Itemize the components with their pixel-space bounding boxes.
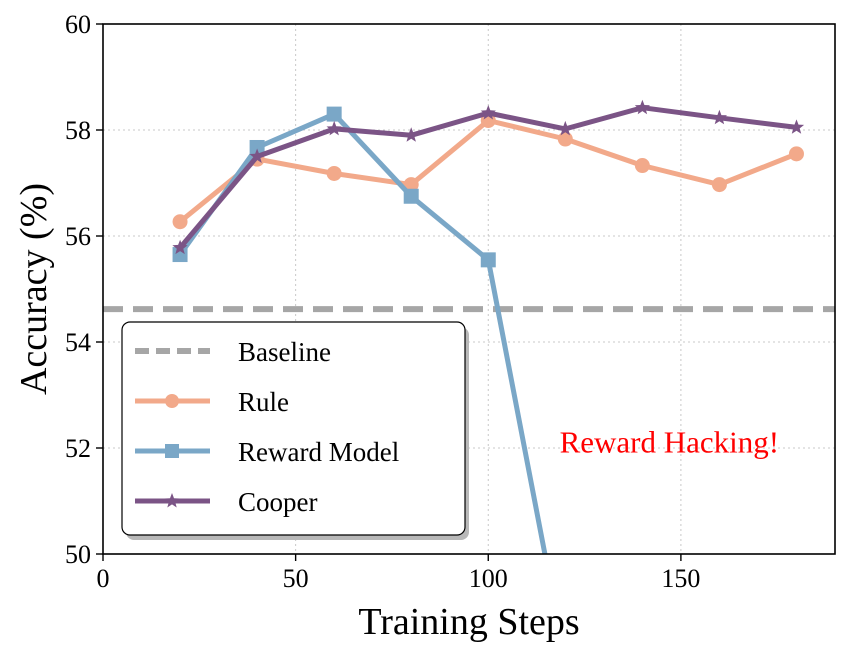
legend-label-baseline: Baseline [238,337,331,367]
y-tick-label: 56 [65,222,91,251]
x-tick-label: 150 [661,564,700,593]
legend-label-rule: Rule [238,387,289,417]
y-tick-label: 50 [65,540,91,569]
point-rule [172,214,188,230]
legend-marker-cooper [164,493,180,508]
point-cooper [788,119,805,134]
y-tick-label: 52 [65,434,91,463]
point-cooper [711,109,727,125]
series-line-reward-model [178,111,548,554]
y-tick-label: 58 [65,116,91,145]
legend-label-reward-model: Reward Model [238,437,399,467]
legend: Baseline Rule Reward Model Cooper [121,321,469,540]
point-cooper [480,105,496,120]
series-line-cooper [178,105,797,250]
point-cooper [634,99,650,115]
point-rule [557,131,573,147]
point-reward-model [480,252,496,268]
legend-box [121,321,466,536]
legend-marker-reward-model [165,444,179,458]
point-reward-model [403,188,419,204]
legend-label-cooper: Cooper [238,487,317,517]
y-tick-label: 54 [65,328,91,357]
point-rule [634,158,650,174]
legend-marker-rule [165,394,179,408]
point-cooper [249,148,265,163]
point-rule [326,165,342,181]
point-cooper [403,127,419,142]
x-tick-label: 100 [469,564,508,593]
point-cooper [557,120,573,136]
series-layer [172,99,805,554]
point-cooper [326,120,342,136]
x-tick-label: 50 [283,564,309,593]
point-rule [711,177,727,193]
y-tick-label: 60 [65,10,91,39]
point-reward-model [249,139,265,155]
point-cooper [172,239,188,255]
y-axis-label: Accuracy (%) [13,183,55,395]
x-tick-label: 0 [97,564,110,593]
point-rule [403,177,419,193]
x-axis-label: Training Steps [358,601,579,643]
point-reward-model [326,106,342,122]
point-rule [788,146,804,162]
plot-frame [102,23,836,555]
reward-hacking-annotation: Reward Hacking! [560,425,780,460]
